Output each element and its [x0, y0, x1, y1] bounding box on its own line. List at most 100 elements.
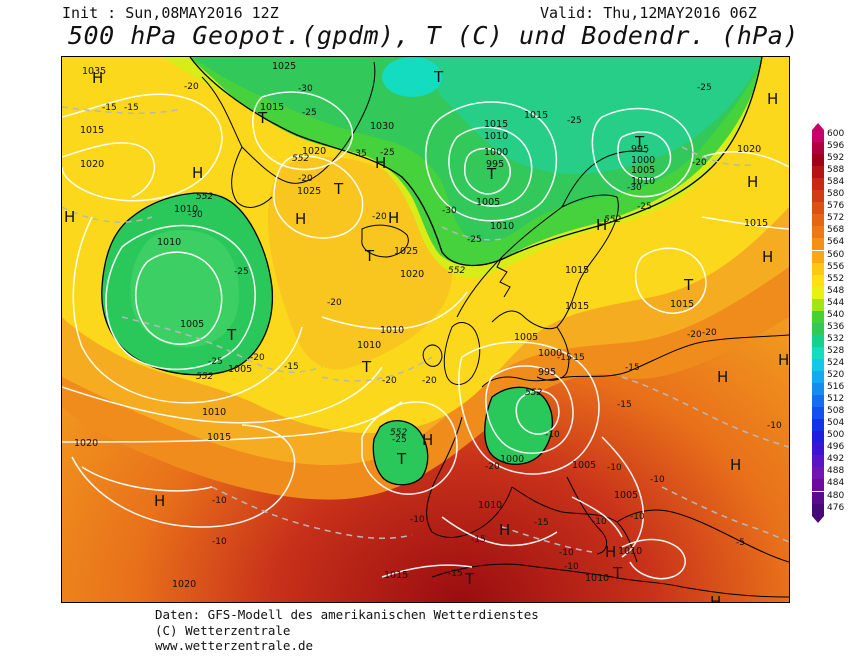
temp-label: -15 [102, 103, 117, 113]
pressure-label: 1000 [538, 348, 562, 359]
credit-source: Daten: GFS-Modell des amerikanischen Wet… [155, 607, 539, 622]
legend-swatch [812, 226, 824, 239]
high-center: H [295, 210, 306, 228]
temp-label: -15 [471, 535, 486, 545]
temp-label: -15 [625, 363, 640, 373]
pressure-centers: H H H H H H H H H H H H H H H H H H T T … [64, 68, 789, 602]
pressure-label: 1005 [228, 364, 252, 375]
temp-label: -10 [212, 496, 227, 506]
pressure-labels: 1035 1025 1015 1020 1015 1030 1020 1015 … [74, 61, 768, 590]
temp-label: -25 [380, 148, 395, 158]
pressure-label: 1020 [80, 159, 104, 170]
cutoff-low-west [372, 420, 429, 486]
legend-value: 584 [827, 177, 845, 188]
legend-value: 488 [827, 466, 845, 477]
coastlines [201, 61, 789, 598]
legend-value: 492 [827, 454, 845, 465]
legend-value: 520 [827, 370, 845, 380]
temperature-labels: -15 -15 -20 -30 -25 -35 -25 -20 -30 -25 … [102, 82, 782, 579]
legend-value: 524 [827, 357, 845, 368]
temp-label: -20 [687, 330, 702, 340]
legend-swatch [812, 262, 824, 275]
pressure-label: 995 [631, 144, 649, 155]
isotherms [62, 106, 789, 553]
legend-value: 580 [827, 189, 845, 200]
temp-label: -10 [767, 421, 782, 431]
temp-label: -20 [327, 298, 342, 308]
temp-label: -30 [442, 206, 457, 216]
data-credits: Daten: GFS-Modell des amerikanischen Wet… [155, 607, 539, 654]
legend-value: 564 [827, 237, 845, 248]
legend-value: 540 [827, 309, 845, 320]
field-yellow-patch [267, 157, 453, 370]
temp-label: -10 [212, 537, 227, 547]
weather-map: 1035 1025 1015 1020 1015 1030 1020 1015 … [61, 56, 790, 603]
temp-label: -25 [467, 235, 482, 245]
high-center: H [730, 456, 741, 474]
pressure-label: 1020 [74, 438, 98, 449]
pressure-label: 1015 [524, 110, 548, 121]
temp-label: -30 [188, 210, 203, 220]
high-center: H [422, 431, 433, 449]
legend-swatch [812, 286, 824, 299]
temp-label: -15 [124, 103, 139, 113]
legend-cap-bottom [812, 515, 824, 523]
legend-cap-top [812, 123, 824, 130]
geopot-label: 552 [604, 215, 621, 225]
temp-label: -25 [697, 83, 712, 93]
temp-label: -10 [564, 562, 579, 572]
legend-value: 536 [827, 321, 845, 332]
temp-label: -15 [448, 569, 463, 579]
legend-value: 588 [827, 165, 845, 176]
temp-label: -10 [630, 512, 645, 522]
low-center: T [683, 276, 694, 294]
high-center: H [747, 173, 758, 191]
pressure-label: 1035 [82, 66, 106, 77]
pressure-label: 1005 [180, 319, 204, 330]
high-center: H [710, 593, 721, 602]
pressure-label: 1010 [631, 176, 655, 187]
legend-value: 544 [827, 297, 845, 308]
temp-label: -10 [559, 548, 574, 558]
legend-value: 532 [827, 333, 845, 344]
pressure-label: 1015 [484, 119, 508, 130]
pressure-label: 1010 [478, 500, 502, 511]
pressure-label: 1010 [202, 407, 226, 418]
legend-value: 552 [827, 273, 845, 284]
valid-time: Valid: Thu,12MAY2016 06Z [540, 4, 757, 22]
pressure-label: 995 [538, 367, 556, 378]
low-center: T [634, 133, 645, 151]
legend-swatch [812, 214, 824, 227]
pressure-label: 1020 [400, 269, 424, 280]
map-canvas: 1035 1025 1015 1020 1015 1030 1020 1015 … [62, 57, 789, 602]
temp-label: -30 [627, 183, 642, 193]
low-center: T [257, 109, 268, 127]
legend-value: 572 [827, 213, 845, 224]
pressure-label: 1010 [618, 546, 642, 557]
legend-swatch [812, 250, 824, 263]
low-center: T [364, 247, 375, 265]
geopot-label: 552 [196, 192, 213, 202]
legend-value: 596 [827, 141, 845, 152]
temp-label: -5 [736, 538, 745, 548]
contour-552-north [189, 57, 763, 267]
pressure-label: 1030 [370, 121, 394, 132]
temp-label: -25 [208, 357, 223, 367]
legend-swatch [812, 467, 824, 480]
temp-label: -10 [650, 475, 665, 485]
legend-swatch [812, 455, 824, 468]
high-center: H [767, 90, 778, 108]
legend-swatch [812, 142, 824, 155]
legend-value: 568 [827, 225, 845, 236]
legend-value: 484 [827, 478, 845, 489]
legend-swatch [812, 322, 824, 335]
low-center: T [486, 165, 497, 183]
pressure-label: 1010 [490, 221, 514, 232]
legend-swatch [812, 383, 824, 396]
temp-label: -20 [250, 353, 265, 363]
pressure-label: 1005 [614, 490, 638, 501]
init-time: Init : Sun,08MAY2016 12Z [62, 4, 279, 22]
pressure-label: 1000 [484, 147, 508, 158]
pressure-label: 1000 [631, 155, 655, 166]
credit-website[interactable]: www.wetterzentrale.de [155, 638, 314, 653]
